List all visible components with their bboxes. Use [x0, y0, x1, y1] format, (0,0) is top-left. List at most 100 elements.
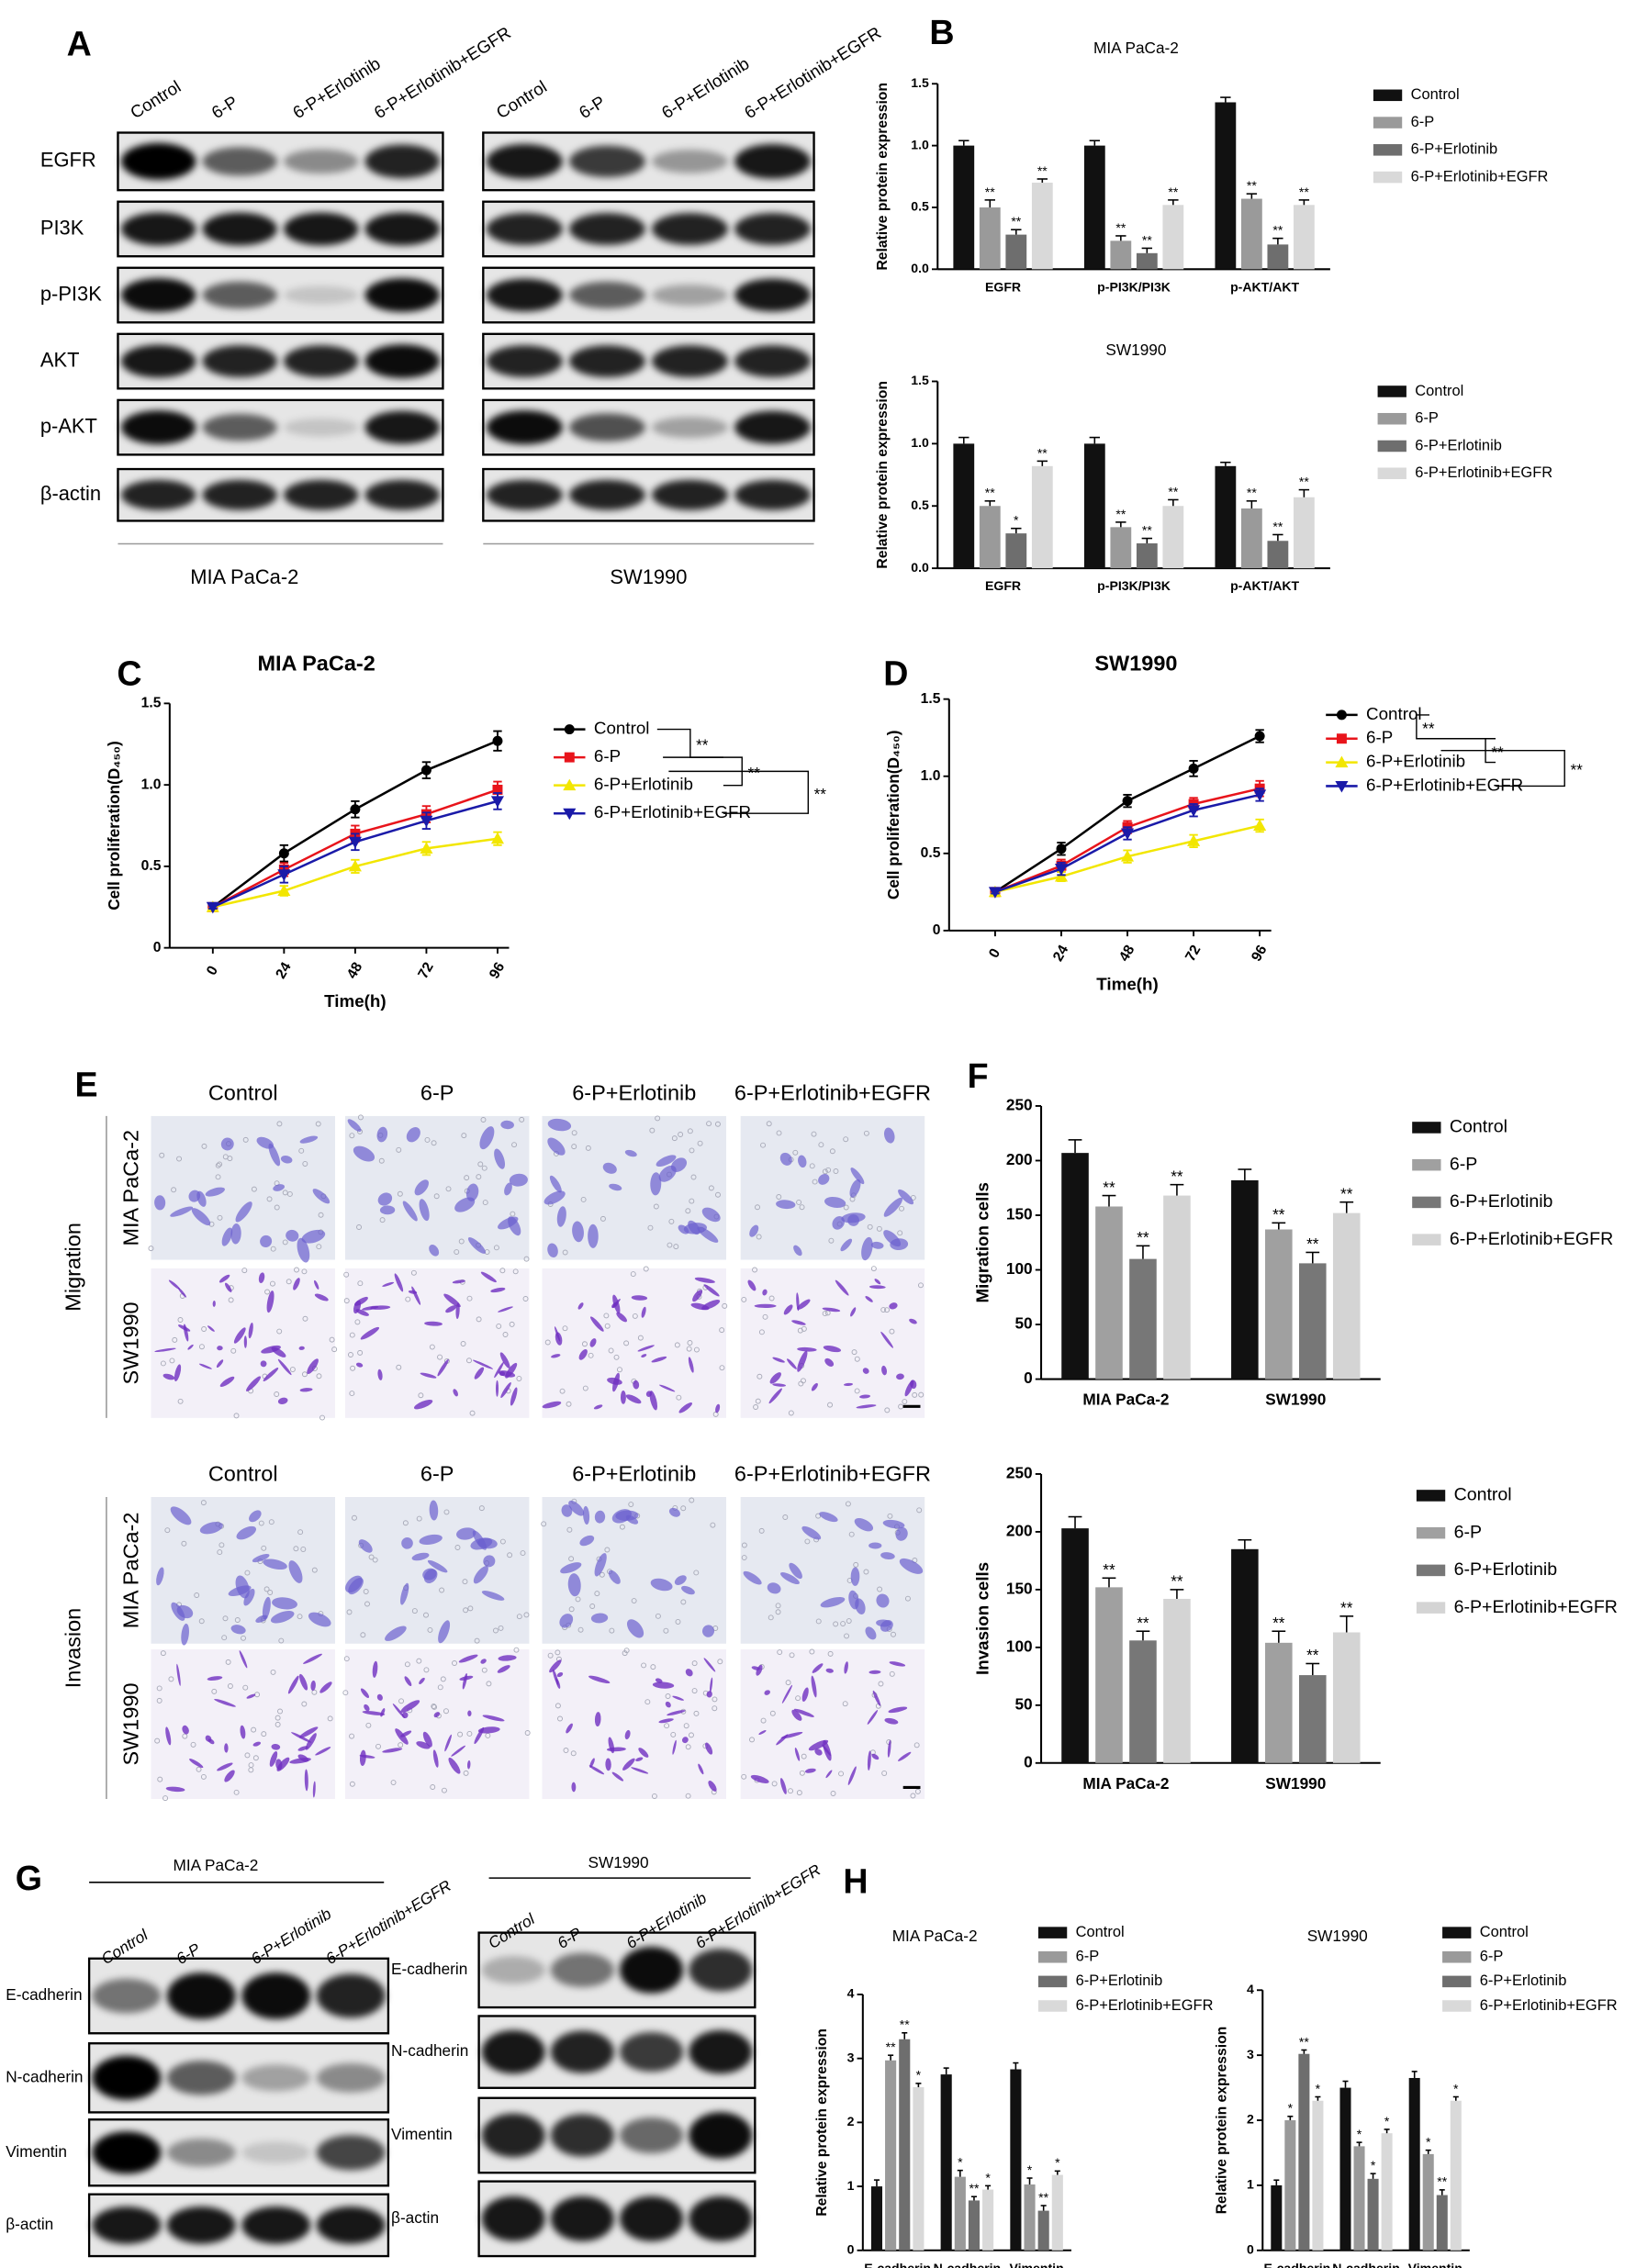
pore	[297, 1529, 304, 1536]
pore	[154, 1737, 161, 1744]
cell	[780, 1731, 803, 1739]
y-tick-label: 1.5	[911, 75, 929, 90]
cell	[424, 1321, 443, 1326]
pore	[833, 1621, 839, 1627]
bar	[1339, 2087, 1351, 2251]
cell	[269, 1750, 278, 1767]
significance: **	[1306, 1235, 1319, 1253]
cell-line-label: SW1990	[610, 565, 687, 588]
pore	[678, 1132, 684, 1137]
legend-label: 6-P	[1415, 410, 1439, 427]
pore	[630, 1271, 636, 1278]
cell	[869, 1285, 886, 1290]
cell	[776, 1200, 796, 1210]
cell	[865, 1296, 873, 1302]
cell	[789, 1562, 802, 1580]
pore	[555, 1703, 561, 1709]
row-label: SW1990	[118, 1682, 142, 1765]
cell	[547, 1137, 566, 1156]
pore	[647, 1224, 654, 1231]
pore	[918, 1391, 925, 1398]
pore	[863, 1130, 869, 1136]
marker	[1120, 850, 1135, 862]
pore	[789, 1652, 795, 1659]
cell	[308, 1612, 331, 1627]
significance: **	[1103, 1178, 1115, 1196]
pore	[268, 1519, 275, 1525]
pore	[766, 1121, 772, 1127]
pore	[492, 1627, 499, 1634]
significance: *	[1453, 2081, 1459, 2095]
pore	[752, 1267, 758, 1273]
pore	[693, 1346, 700, 1353]
blot-band	[120, 142, 196, 180]
cell	[882, 1519, 905, 1529]
pore	[687, 1128, 693, 1134]
cell	[480, 1271, 497, 1283]
significance: **	[1011, 214, 1021, 229]
pore	[431, 1140, 437, 1146]
pore	[159, 1152, 165, 1158]
cell	[299, 1135, 319, 1144]
cell	[883, 1197, 903, 1217]
bar	[1332, 1212, 1361, 1380]
blot-band	[92, 2207, 162, 2244]
pore	[575, 1596, 581, 1603]
x-tick-label: N-cadherin	[1332, 2261, 1400, 2268]
cell	[861, 1236, 873, 1261]
bar	[1353, 2146, 1365, 2251]
cell	[499, 1352, 510, 1369]
row-label: p-AKT	[40, 414, 97, 437]
pore	[520, 1550, 526, 1557]
pore	[867, 1223, 873, 1230]
marker	[420, 842, 433, 854]
significance: *	[1357, 2127, 1362, 2141]
chart-title: MIA PaCa-2	[892, 1927, 978, 1945]
cell	[467, 1237, 486, 1254]
cell	[230, 1223, 241, 1245]
pore	[668, 1218, 675, 1224]
pore	[685, 1208, 691, 1214]
significance: **	[1168, 184, 1178, 199]
cell	[571, 1782, 577, 1793]
pore	[198, 1618, 205, 1625]
pore	[667, 1242, 673, 1248]
pore	[478, 1505, 485, 1512]
legend-swatch	[1416, 1526, 1446, 1539]
pore	[665, 1693, 671, 1699]
pore	[477, 1161, 484, 1168]
cell	[608, 1570, 621, 1584]
cell	[701, 1300, 721, 1311]
pore	[498, 1625, 504, 1631]
cell	[850, 1567, 860, 1586]
y-tick-label: 250	[1006, 1096, 1033, 1114]
pore	[301, 1701, 308, 1707]
blot-band	[283, 285, 359, 305]
cell	[459, 1675, 474, 1681]
pore	[516, 1375, 522, 1381]
blot-band	[364, 144, 440, 179]
cell	[355, 1362, 364, 1368]
pore	[798, 1380, 804, 1387]
pore	[357, 1349, 364, 1356]
blot-band	[481, 2029, 545, 2074]
cell	[549, 1175, 562, 1193]
y-tick-label: 4	[847, 1986, 855, 2001]
significance: **	[1299, 474, 1309, 488]
y-tick-label: 1.0	[911, 137, 929, 151]
cell	[909, 1318, 917, 1324]
y-tick-label: 3	[847, 2050, 855, 2064]
blot-band	[202, 147, 277, 176]
bracket	[1440, 749, 1565, 788]
cell	[667, 1710, 686, 1716]
cell	[758, 1730, 767, 1735]
legend-label: Control	[1076, 1924, 1125, 1940]
cell	[594, 1712, 601, 1727]
cell	[298, 1726, 319, 1738]
cell	[359, 1754, 375, 1759]
pore	[513, 1647, 520, 1653]
marker	[1120, 828, 1135, 840]
cell	[400, 1582, 409, 1605]
micrograph	[344, 1115, 530, 1260]
legend-label: 6-P+Erlotinib+EGFR	[1076, 1997, 1214, 2014]
